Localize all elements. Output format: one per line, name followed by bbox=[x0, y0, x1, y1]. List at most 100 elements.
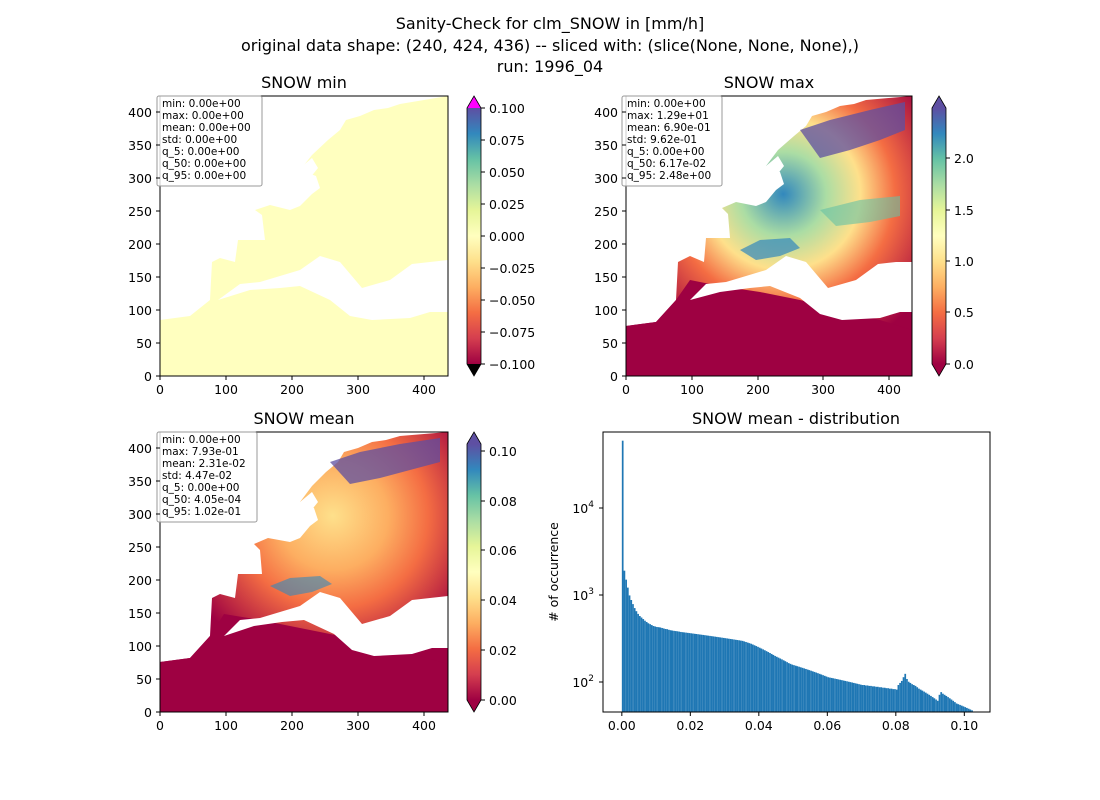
histogram-bar bbox=[844, 680, 847, 712]
histogram-bar bbox=[813, 671, 816, 712]
histogram-bar bbox=[676, 631, 679, 712]
histogram-bar bbox=[847, 681, 850, 712]
histogram-bar bbox=[806, 669, 809, 712]
histogram-bar bbox=[731, 639, 734, 712]
histogram-bar bbox=[686, 632, 689, 712]
histogram-bar bbox=[817, 673, 819, 712]
x-tick-label: 400 bbox=[412, 718, 436, 733]
histogram-bar bbox=[664, 628, 667, 712]
sea-area bbox=[736, 156, 784, 202]
histogram-bar bbox=[897, 685, 900, 712]
histogram-bar bbox=[864, 685, 867, 712]
histogram-bar bbox=[839, 679, 842, 712]
colorbar-extend-max bbox=[467, 96, 481, 108]
histogram-bar bbox=[849, 682, 852, 712]
histogram-bar bbox=[830, 677, 833, 712]
y-tick-label: 300 bbox=[128, 507, 152, 522]
colorbar-fill bbox=[932, 108, 946, 364]
histogram-bar bbox=[948, 698, 951, 712]
colorbar-extend-min bbox=[467, 364, 481, 376]
colorbar-fill bbox=[467, 108, 481, 364]
histogram-bar bbox=[782, 660, 785, 712]
y-tick-label: 250 bbox=[128, 540, 152, 555]
histogram-bar bbox=[962, 706, 965, 712]
histogram-bar bbox=[649, 624, 651, 712]
histogram-bar bbox=[794, 665, 797, 712]
histogram-bar bbox=[863, 685, 865, 712]
x-axis: 0 100 200 300 400 bbox=[622, 376, 901, 397]
axes-frame bbox=[159, 431, 449, 713]
x-axis: 0 100 200 300 400 bbox=[156, 712, 436, 733]
axes-frame bbox=[159, 95, 449, 377]
histogram-bar bbox=[666, 629, 669, 712]
histogram-bar bbox=[883, 687, 886, 712]
histogram-bar bbox=[856, 683, 859, 712]
histogram-bar bbox=[669, 630, 672, 712]
histogram-bar bbox=[912, 685, 915, 712]
cbar-tick-label: 1.0 bbox=[954, 254, 974, 269]
cbar-tick-label: 0.10 bbox=[489, 444, 517, 459]
histogram-bar bbox=[811, 671, 814, 712]
histogram-bar bbox=[911, 684, 913, 712]
histogram-bar bbox=[733, 639, 735, 712]
histogram-bar bbox=[810, 670, 812, 712]
colorbar-extend-min bbox=[467, 700, 481, 712]
histogram-bar bbox=[900, 680, 903, 712]
histogram-bar bbox=[919, 689, 922, 712]
histogram-bar bbox=[705, 635, 708, 712]
histogram-bar bbox=[716, 636, 718, 712]
histogram-bar bbox=[695, 633, 698, 712]
histogram-bar bbox=[700, 634, 703, 712]
histogram-bar bbox=[938, 694, 941, 712]
histogram-bar bbox=[755, 646, 758, 712]
histogram-bar bbox=[899, 682, 901, 712]
histogram-bar bbox=[659, 627, 662, 712]
histogram-bar bbox=[769, 652, 771, 712]
histogram-bar bbox=[799, 667, 802, 712]
histogram-bar bbox=[668, 629, 670, 712]
histogram-bar bbox=[714, 636, 717, 712]
stats-line: std: 9.62e-01 bbox=[627, 134, 697, 146]
histogram-bar bbox=[793, 665, 795, 712]
histogram-bar bbox=[632, 604, 634, 712]
x-tick-label: 200 bbox=[280, 382, 304, 397]
colorbar: 0.100 0.075 0.050 0.025 0.000 −0.025 −0.… bbox=[466, 95, 535, 377]
x-tick-label: 0.10 bbox=[950, 718, 978, 733]
y-tick-label: 200 bbox=[128, 573, 152, 588]
cbar-tick-label: −0.100 bbox=[489, 357, 535, 372]
histogram-bar bbox=[967, 708, 970, 712]
histogram-bar bbox=[745, 641, 747, 712]
axes-frame bbox=[625, 95, 913, 377]
histogram-bar bbox=[717, 637, 720, 712]
y-tick-label: 350 bbox=[594, 138, 618, 153]
x-tick-label: 200 bbox=[280, 718, 304, 733]
histogram-bar bbox=[882, 687, 884, 712]
histogram-bar bbox=[671, 630, 674, 712]
histogram-bar bbox=[859, 684, 862, 712]
histogram-bar bbox=[854, 683, 857, 712]
histogram-bar bbox=[808, 670, 811, 712]
colorbar-extend-max bbox=[467, 432, 481, 444]
stats-line: q_50: 6.17e-02 bbox=[627, 158, 706, 170]
histogram-bar bbox=[971, 710, 973, 712]
histogram-bar bbox=[931, 697, 934, 712]
y-tick-label: 300 bbox=[594, 171, 618, 186]
histogram-bar bbox=[837, 679, 840, 712]
panel-snow-mean: SNOW mean min: 0.00e+00 max: 7.93e-01 me… bbox=[128, 409, 517, 733]
y-tick-label: 400 bbox=[128, 441, 152, 456]
histogram-bar bbox=[685, 632, 687, 712]
histogram-bar bbox=[734, 639, 737, 712]
histogram-bar bbox=[834, 678, 836, 712]
histogram-bar bbox=[758, 647, 761, 712]
histogram-bar bbox=[943, 694, 946, 712]
y-axis: 0 50 100 150 200 250 300 350 400 bbox=[128, 441, 160, 720]
colorbar-extend-max bbox=[932, 96, 946, 108]
figure-title-line-2: original data shape: (240, 424, 436) -- … bbox=[241, 36, 859, 55]
histogram-bar bbox=[640, 617, 643, 712]
histogram-bar bbox=[704, 635, 706, 712]
histogram-bar bbox=[748, 643, 751, 712]
y-tick-label: 100 bbox=[128, 639, 152, 654]
colorbar-outline bbox=[931, 95, 947, 377]
histogram-bar bbox=[952, 700, 955, 712]
histogram-bar bbox=[936, 700, 939, 712]
